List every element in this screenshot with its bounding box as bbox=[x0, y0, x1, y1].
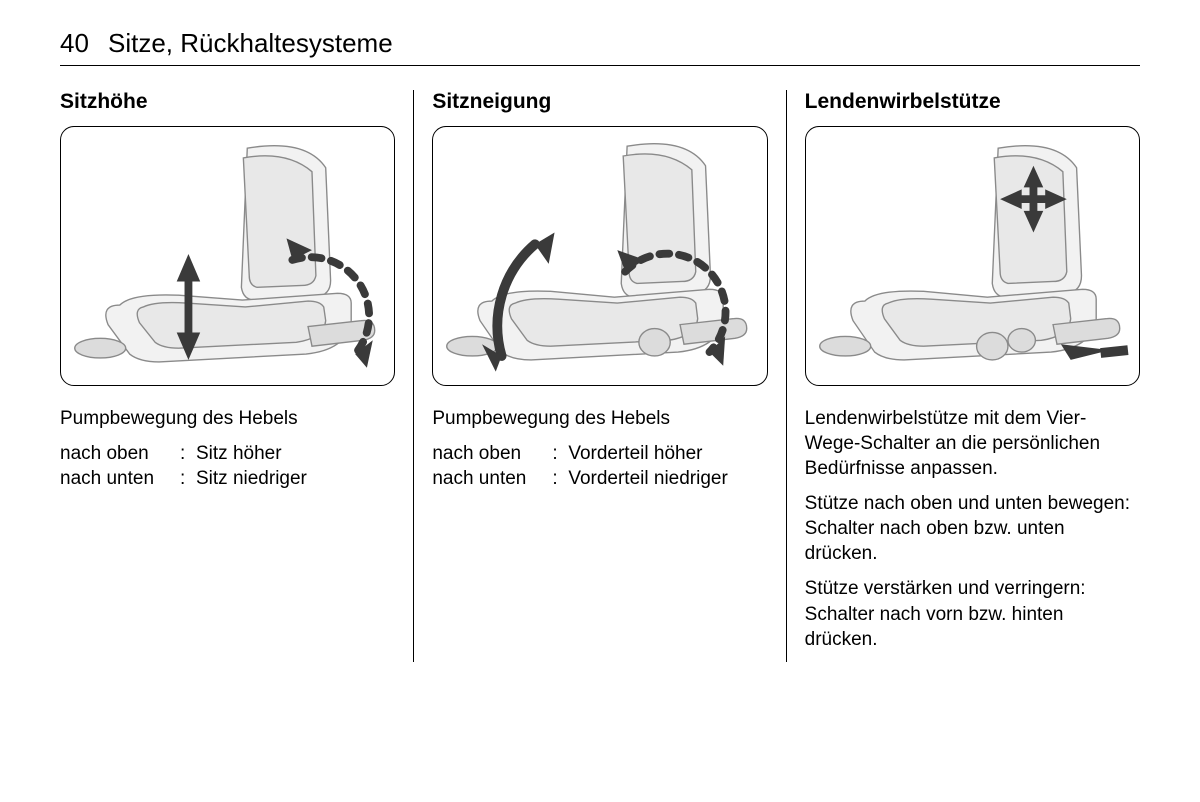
paragraph: Stütze nach oben und unten bewe­gen: Sch… bbox=[805, 491, 1140, 566]
row-colon: : bbox=[552, 441, 568, 466]
table-row: nach unten : Vorderteil niedriger bbox=[432, 466, 767, 491]
row-value: Vorderteil höher bbox=[568, 441, 767, 466]
row-label: nach unten bbox=[60, 466, 180, 491]
column-sitzneigung: Sitzneigung bbox=[413, 90, 785, 662]
row-label: nach oben bbox=[60, 441, 180, 466]
page-number: 40 bbox=[60, 28, 108, 59]
paragraph: Stütze verstärken und verringern: Schalt… bbox=[805, 576, 1140, 651]
column-heading: Lendenwirbelstütze bbox=[805, 90, 1140, 114]
table-row: nach unten : Sitz niedriger bbox=[60, 466, 395, 491]
row-colon: : bbox=[180, 441, 196, 466]
columns: Sitzhöhe bbox=[60, 90, 1140, 662]
row-value: Sitz niedriger bbox=[196, 466, 395, 491]
row-value: Sitz höher bbox=[196, 441, 395, 466]
table-row: nach oben : Vorderteil höher bbox=[432, 441, 767, 466]
paragraph: Lendenwirbelstütze mit dem Vier-Wege-Sch… bbox=[805, 406, 1140, 481]
section-title: Sitze, Rückhaltesysteme bbox=[108, 28, 393, 59]
row-colon: : bbox=[180, 466, 196, 491]
seat-tilt-illustration bbox=[432, 126, 767, 386]
lumbar-support-illustration bbox=[805, 126, 1140, 386]
column-lendenwirbelstuetze: Lendenwirbelstütze bbox=[786, 90, 1140, 662]
column-sitzhoehe: Sitzhöhe bbox=[60, 90, 413, 662]
column-heading: Sitzhöhe bbox=[60, 90, 395, 114]
row-label: nach unten bbox=[432, 466, 552, 491]
row-value: Vorderteil niedriger bbox=[568, 466, 767, 491]
row-label: nach oben bbox=[432, 441, 552, 466]
seat-height-illustration bbox=[60, 126, 395, 386]
lead-text: Pumpbewegung des Hebels bbox=[60, 406, 395, 431]
column-heading: Sitzneigung bbox=[432, 90, 767, 114]
lead-text: Pumpbewegung des Hebels bbox=[432, 406, 767, 431]
page-header: 40 Sitze, Rückhaltesysteme bbox=[60, 28, 1140, 66]
table-row: nach oben : Sitz höher bbox=[60, 441, 395, 466]
row-colon: : bbox=[552, 466, 568, 491]
